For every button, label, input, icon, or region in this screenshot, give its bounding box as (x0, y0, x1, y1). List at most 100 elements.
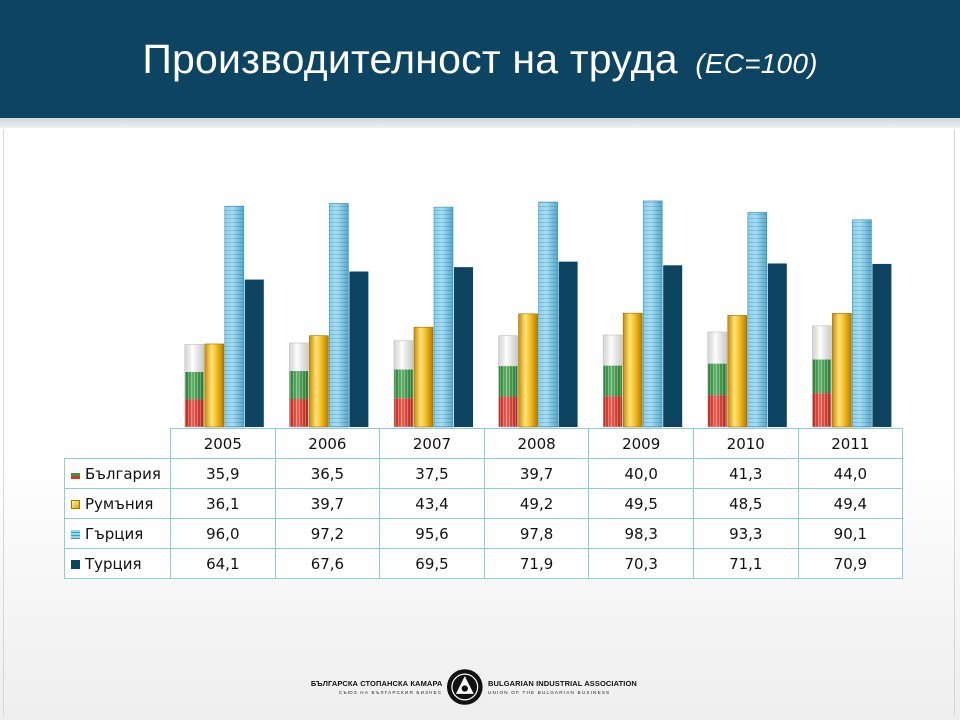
bar-greece-2011 (852, 219, 872, 428)
slide-title-main: Производителност на труда (142, 35, 678, 82)
bar-bulgaria-2007 (393, 340, 414, 428)
data-table: 2005 2006 2007 2008 2009 2010 2011 Бълга… (64, 428, 904, 579)
bar-bulgaria-2008 (498, 335, 518, 428)
table-cell: 97,2 (274, 518, 381, 549)
bar-romania-2010 (727, 315, 748, 428)
romania-key-icon (71, 499, 80, 509)
bar-turkey-2009 (663, 265, 683, 427)
year-header: 2011 (797, 428, 904, 459)
bar-shade (602, 334, 623, 428)
series-name: Гърция (85, 524, 144, 543)
bar-turkey-2011 (872, 263, 892, 427)
table-cell: 49,2 (483, 488, 590, 519)
bar-romania-2005 (204, 343, 225, 428)
slide-body (0, 128, 960, 720)
table-row-turkey: Турция 64,1 67,6 69,5 71,9 70,3 71,1 70,… (64, 548, 904, 579)
table-cell: 36,1 (170, 488, 276, 519)
bar-turkey-2005 (244, 279, 264, 427)
bar-turkey-2006 (349, 271, 369, 427)
logo-text-en: BULGARIAN INDUSTRIAL ASSOCIATION UNION O… (488, 679, 637, 695)
series-name: Турция (85, 554, 142, 573)
bar-shade (707, 331, 728, 428)
table-cell: 67,6 (274, 548, 381, 579)
org-name-en: BULGARIAN INDUSTRIAL ASSOCIATION (488, 679, 637, 688)
table-cell: 96,0 (170, 518, 276, 549)
bar-romania-2008 (518, 313, 538, 428)
year-header: 2006 (274, 428, 381, 459)
table-cell: 49,4 (797, 488, 904, 519)
series-name: Румъния (85, 494, 154, 513)
logo-text-bg: БЪЛГАРСКА СТОПАНСКА КАМАРА СЪЮЗ НА БЪЛГА… (296, 679, 442, 695)
table-cell: 39,7 (483, 458, 590, 489)
bar-shade (852, 219, 872, 428)
bar-bulgaria-2011 (812, 325, 832, 428)
bar-romania-2006 (309, 335, 329, 428)
table-row-bulgaria: България 35,9 36,5 37,5 39,7 40,0 41,3 4… (64, 458, 904, 489)
series-label-greece: Гърция (64, 518, 171, 549)
table-cell: 71,9 (483, 548, 590, 579)
series-name: България (85, 464, 161, 483)
table-cell: 93,3 (692, 518, 799, 549)
bulgaria-flag-key-icon (71, 469, 80, 479)
bar-romania-2011 (832, 313, 852, 428)
series-label-romania: Румъния (64, 488, 171, 519)
bar-fill (454, 267, 473, 427)
bar-shade (747, 212, 768, 428)
year-header: 2005 (170, 428, 276, 459)
year-header: 2009 (588, 428, 694, 459)
table-cell: 36,5 (274, 458, 381, 489)
year-header: 2008 (483, 428, 590, 459)
bar-fill (413, 326, 434, 428)
table-cell: 40,0 (588, 458, 694, 489)
slide-frame (3, 130, 955, 716)
slide-title-sub: (ЕС=100) (695, 47, 818, 79)
turkey-key-icon (71, 559, 80, 569)
year-header: 2007 (379, 428, 485, 459)
table-row-romania: Румъния 36,1 39,7 43,4 49,2 49,5 48,5 49… (64, 488, 904, 519)
bar-fill (832, 313, 852, 428)
table-cell: 35,9 (170, 458, 276, 489)
table-cell: 95,6 (379, 518, 485, 549)
table-cell: 44,0 (797, 458, 904, 489)
association-emblem-icon (447, 669, 484, 705)
org-name-bg: БЪЛГАРСКА СТОПАНСКА КАМАРА (310, 679, 443, 688)
org-subtitle-en: UNION OF THE BULGARIAN BUSINESS (488, 690, 611, 695)
table-cell: 64,1 (170, 548, 276, 579)
table-cell: 98,3 (588, 518, 694, 549)
bar-romania-2009 (622, 312, 643, 428)
bar-greece-2008 (538, 201, 558, 428)
table-cell: 41,3 (692, 458, 799, 489)
bar-fill (727, 315, 748, 428)
bar-shade (393, 340, 414, 428)
table-cell: 90,1 (797, 518, 904, 549)
table-cell: 43,4 (379, 488, 485, 519)
table-cell: 70,9 (797, 548, 904, 579)
table-cell: 49,5 (588, 488, 694, 519)
bar-bulgaria-2010 (707, 331, 728, 428)
table-cell: 39,7 (274, 488, 381, 519)
series-label-turkey: Турция (64, 548, 171, 579)
org-subtitle-bg: СЪЮЗ НА БЪЛГАРСКИЯ БИЗНЕС (338, 690, 443, 695)
bar-greece-2010 (747, 212, 768, 428)
bar-shade (433, 206, 454, 428)
table-cell: 37,5 (379, 458, 485, 489)
bar-fill (872, 263, 892, 427)
table-row-greece: Гърция 96,0 97,2 95,6 97,8 98,3 93,3 90,… (64, 518, 904, 549)
bar-shade (642, 200, 663, 428)
bar-fill (309, 335, 329, 428)
bar-fill (204, 343, 225, 428)
bar-shade (538, 201, 558, 428)
bar-shade (812, 325, 832, 428)
bar-fill (663, 265, 683, 427)
bar-fill (622, 312, 643, 428)
bar-fill (244, 279, 264, 427)
bar-bulgaria-2005 (184, 344, 205, 428)
bar-shade (224, 205, 245, 428)
bar-shade (184, 344, 205, 428)
bar-fill (349, 271, 369, 427)
bar-turkey-2008 (558, 261, 578, 427)
organization-logo: БЪЛГАРСКА СТОПАНСКА КАМАРА СЪЮЗ НА БЪЛГА… (296, 667, 637, 707)
bar-shade (329, 203, 349, 428)
bar-greece-2009 (642, 200, 663, 428)
